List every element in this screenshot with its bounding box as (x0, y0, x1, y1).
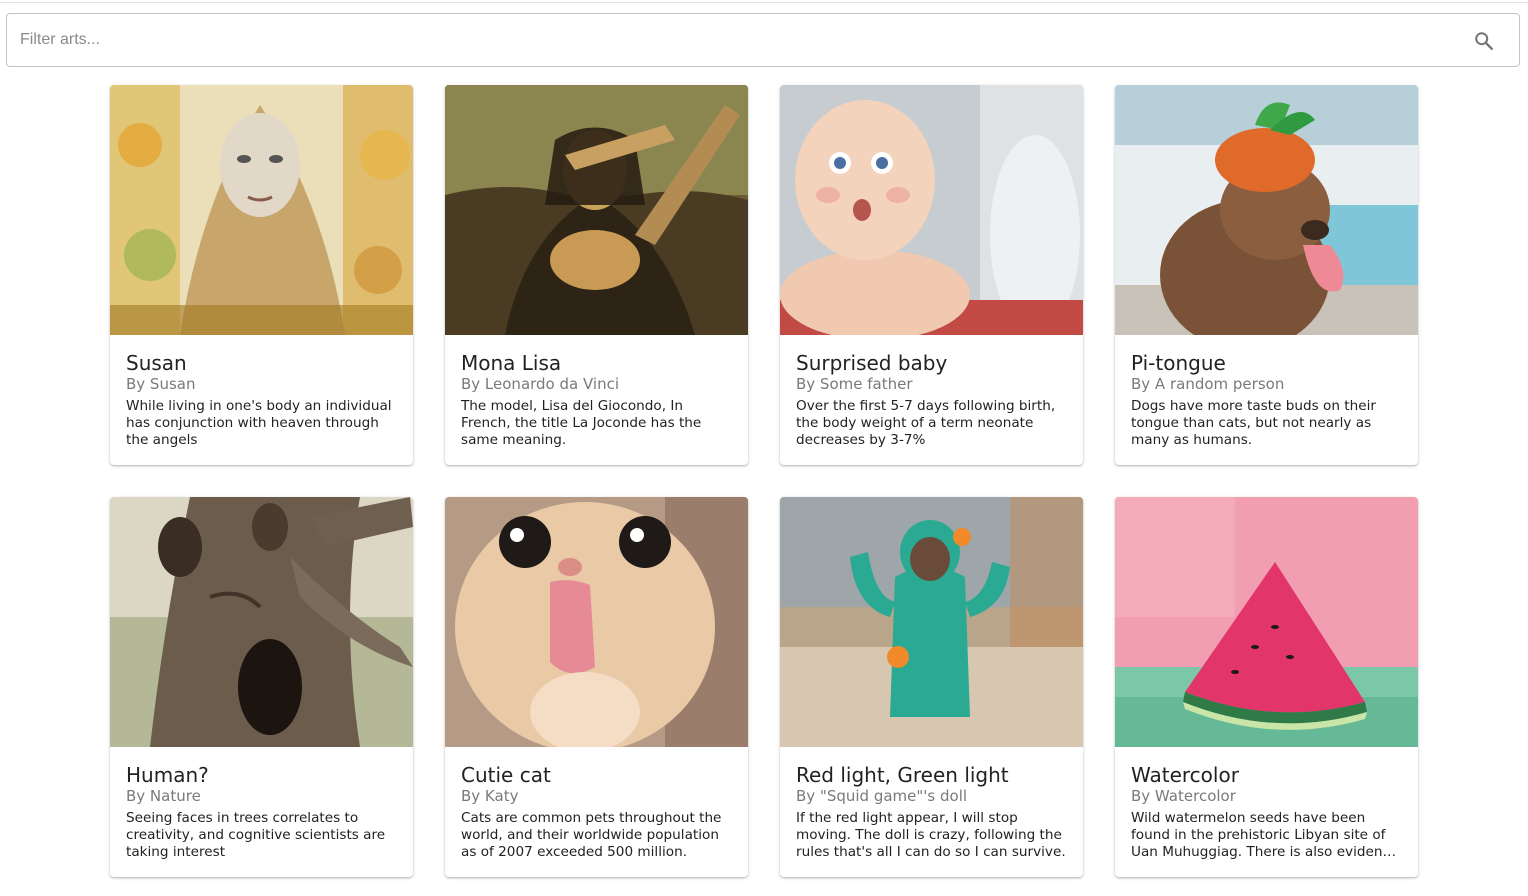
art-image-human[interactable] (110, 497, 413, 747)
art-description: Dogs have more taste buds on their tongu… (1131, 398, 1376, 448)
art-description: Over the first 5-7 days following birth,… (796, 398, 1056, 448)
art-image-red-light-green-light[interactable] (780, 497, 1083, 747)
art-author: By Katy (461, 787, 519, 805)
art-title: Watercolor (1131, 763, 1239, 787)
art-image-mona-lisa[interactable] (445, 85, 748, 335)
art-author: By Leonardo da Vinci (461, 375, 620, 393)
art-description: Cats are common pets throughout the worl… (461, 810, 722, 860)
art-description: While living in one's body an individual… (126, 398, 392, 448)
art-card-surprised-baby[interactable]: Surprised baby By Some father Over the f… (780, 85, 1083, 465)
art-author: By "Squid game"'s doll (796, 787, 968, 805)
art-card-cutie-cat[interactable]: Cutie cat By Katy Cats are common pets t… (445, 497, 748, 877)
search-icon[interactable] (1473, 30, 1495, 52)
top-divider (0, 2, 1528, 3)
art-description: The model, Lisa del Giocondo, In French,… (461, 398, 702, 448)
art-description: Wild watermelon seeds have been found in… (1131, 810, 1399, 860)
art-card-human[interactable]: Human? By Nature Seeing faces in trees c… (110, 497, 413, 877)
art-card-red-light-green-light[interactable]: Red light, Green light By "Squid game"'s… (780, 497, 1083, 877)
art-card-pi-tongue[interactable]: Pi-tongue By A random person Dogs have m… (1115, 85, 1418, 465)
art-title: Pi-tongue (1131, 351, 1226, 375)
art-author: By Some father (796, 375, 913, 393)
filter-arts-input[interactable] (20, 14, 1440, 66)
art-description: Seeing faces in trees correlates to crea… (126, 810, 386, 860)
art-title: Surprised baby (796, 351, 948, 375)
art-author: By Nature (126, 787, 201, 805)
art-image-surprised-baby[interactable] (780, 85, 1083, 335)
art-image-pi-tongue[interactable] (1115, 85, 1418, 335)
art-title: Cutie cat (461, 763, 551, 787)
art-card-watercolor[interactable]: Watercolor By Watercolor Wild watermelon… (1115, 497, 1418, 877)
art-title: Mona Lisa (461, 351, 562, 375)
art-title: Human? (126, 763, 209, 787)
art-author: By Watercolor (1131, 787, 1236, 805)
art-card-mona-lisa[interactable]: Mona Lisa By Leonardo da Vinci The model… (445, 85, 748, 465)
search-bar (6, 13, 1520, 67)
art-author: By Susan (126, 375, 196, 393)
art-description: If the red light appear, I will stop mov… (796, 810, 1066, 860)
art-title: Red light, Green light (796, 763, 1009, 787)
art-title: Susan (126, 351, 187, 375)
art-author: By A random person (1131, 375, 1285, 393)
art-image-cutie-cat[interactable] (445, 497, 748, 747)
art-image-susan[interactable] (110, 85, 413, 335)
art-grid: Susan By Susan While living in one's bod… (110, 85, 1418, 877)
art-image-watercolor[interactable] (1115, 497, 1418, 747)
art-card-susan[interactable]: Susan By Susan While living in one's bod… (110, 85, 413, 465)
